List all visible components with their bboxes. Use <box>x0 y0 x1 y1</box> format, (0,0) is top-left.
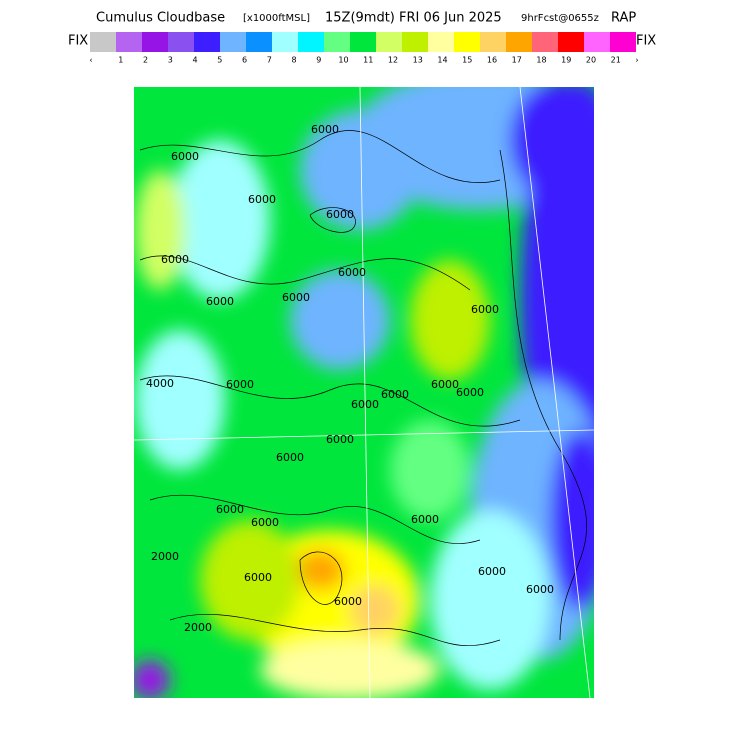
colorbar-swatch <box>402 32 428 52</box>
colorbar-tick-label: 5 <box>217 56 222 65</box>
title-main: Cumulus Cloudbase <box>96 11 225 26</box>
contour-label: 6000 <box>431 378 459 391</box>
contour-label: 6000 <box>334 595 362 608</box>
contour-label: 6000 <box>381 388 409 401</box>
contour-label: 6000 <box>326 433 354 446</box>
contour-label: 2000 <box>151 550 179 563</box>
contour-label: 6000 <box>456 386 484 399</box>
colorbar-swatch <box>90 32 116 52</box>
colorbar-tick-label: 8 <box>291 56 296 65</box>
state-borders <box>134 87 594 698</box>
colorbar-right-label: FIX <box>636 34 656 49</box>
colorbar-tick-label: 20 <box>586 56 596 65</box>
colorbar-swatch <box>454 32 480 52</box>
colorbar-tick-label: 10 <box>338 56 348 65</box>
contour-label: 6000 <box>326 208 354 221</box>
colorbar-tick-label: 1 <box>118 56 123 65</box>
contour-label: 6000 <box>276 451 304 464</box>
colorbar-tick-label: 18 <box>536 56 546 65</box>
colorbar-tick-label: 17 <box>512 56 522 65</box>
title-forecast: 9hrFcst@0655z <box>521 13 599 24</box>
contour-label: 4000 <box>146 377 174 390</box>
colorbar-tick-label: 3 <box>168 56 173 65</box>
colorbar-swatch <box>220 32 246 52</box>
colorbar-swatch <box>584 32 610 52</box>
colorbar-tick-label: 7 <box>267 56 272 65</box>
colorbar-swatch <box>480 32 506 52</box>
colorbar-swatch <box>142 32 168 52</box>
colorbar-swatch <box>246 32 272 52</box>
colorbar-tick-label: 9 <box>316 56 321 65</box>
contour-label: 6000 <box>248 193 276 206</box>
colorbar-tick-label: 2 <box>143 56 148 65</box>
colorbar-swatch <box>272 32 298 52</box>
colorbar-swatch <box>116 32 142 52</box>
colorbar-tick-label: 12 <box>388 56 398 65</box>
contour-label: 6000 <box>338 266 366 279</box>
colorbar-tick-label: 16 <box>487 56 497 65</box>
colorbar-swatch <box>350 32 376 52</box>
colorbar-tick-label: 13 <box>413 56 423 65</box>
contour-label: 6000 <box>282 291 310 304</box>
colorbar-swatch <box>168 32 194 52</box>
colorbar-swatch <box>532 32 558 52</box>
colorbar-tick-label: 21 <box>611 56 621 65</box>
contour-label: 6000 <box>161 253 189 266</box>
title-units: [x1000ftMSL] <box>243 13 310 24</box>
colorbar-swatch <box>324 32 350 52</box>
colorbar-tick-label: › <box>635 56 638 65</box>
title-model: RAP <box>611 11 636 26</box>
colorbar-tick-label: ‹ <box>89 56 92 65</box>
colorbar-tick-label: 15 <box>462 56 472 65</box>
contour-label: 6000 <box>471 303 499 316</box>
colorbar: ‹ 1 2 3 4 5 6 7 8 9 10 11 12 13 14 15 16 17 18 19 20 21 › <box>89 32 639 65</box>
colorbar-tick-label: 4 <box>192 56 197 65</box>
colorbar-swatch <box>194 32 220 52</box>
contour-label: 6000 <box>226 378 254 391</box>
colorbar-swatch <box>298 32 324 52</box>
contour-label: 6000 <box>171 150 199 163</box>
contour-lines <box>139 130 587 647</box>
contour-label: 6000 <box>251 516 279 529</box>
contour-label: 2000 <box>184 621 212 634</box>
colorbar-swatch <box>610 32 636 52</box>
colorbar-tick-label: 14 <box>437 56 447 65</box>
colorbar-left-label: FIX <box>68 34 88 49</box>
colorbar-tick-label: 19 <box>561 56 571 65</box>
contour-label: 6000 <box>411 513 439 526</box>
contour-label: 6000 <box>206 295 234 308</box>
contour-label: 6000 <box>216 503 244 516</box>
contour-label: 6000 <box>351 398 379 411</box>
contour-label: 6000 <box>311 123 339 136</box>
colorbar-tick-label: 6 <box>242 56 247 65</box>
contour-label: 6000 <box>244 571 272 584</box>
colorbar-swatch <box>506 32 532 52</box>
colorbar-swatch <box>376 32 402 52</box>
colorbar-tick-label: 11 <box>363 56 373 65</box>
colorbar-swatch <box>558 32 584 52</box>
colorbar-swatch <box>428 32 454 52</box>
contour-label: 6000 <box>526 583 554 596</box>
title-time: 15Z(9mdt) FRI 06 Jun 2025 <box>325 11 502 26</box>
contour-label: 6000 <box>478 565 506 578</box>
